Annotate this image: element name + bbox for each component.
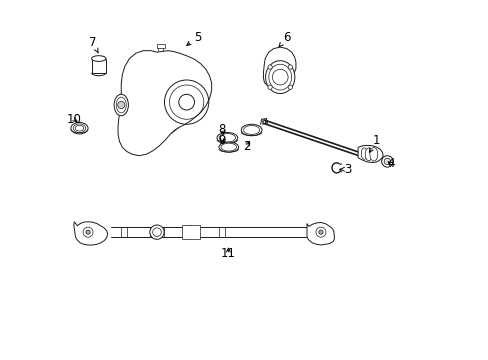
Ellipse shape <box>219 134 235 142</box>
Circle shape <box>384 158 390 165</box>
Text: 5: 5 <box>186 31 201 45</box>
Bar <box>157 44 164 48</box>
Circle shape <box>118 102 124 109</box>
Circle shape <box>149 225 164 239</box>
Text: 4: 4 <box>386 157 394 170</box>
Polygon shape <box>263 47 295 87</box>
Ellipse shape <box>219 142 238 152</box>
Polygon shape <box>357 145 382 162</box>
Ellipse shape <box>71 122 88 134</box>
Ellipse shape <box>91 56 106 62</box>
Text: 10: 10 <box>66 113 81 126</box>
Text: 2: 2 <box>243 140 251 153</box>
Circle shape <box>267 65 272 69</box>
Ellipse shape <box>241 124 262 136</box>
Text: 8: 8 <box>218 123 225 136</box>
Ellipse shape <box>361 148 366 159</box>
Ellipse shape <box>114 94 128 116</box>
Text: 6: 6 <box>279 31 290 47</box>
Circle shape <box>267 85 272 89</box>
Circle shape <box>315 227 325 237</box>
Circle shape <box>184 226 197 239</box>
Circle shape <box>83 227 93 237</box>
Ellipse shape <box>243 126 259 134</box>
Polygon shape <box>91 59 106 73</box>
Ellipse shape <box>221 143 236 151</box>
Ellipse shape <box>365 148 372 161</box>
Text: 1: 1 <box>368 134 380 152</box>
Circle shape <box>381 156 392 167</box>
Circle shape <box>318 230 323 234</box>
Text: 7: 7 <box>89 36 98 53</box>
Polygon shape <box>306 222 334 245</box>
Text: 11: 11 <box>221 247 235 260</box>
Ellipse shape <box>268 64 291 90</box>
Ellipse shape <box>265 61 294 94</box>
Circle shape <box>187 229 194 236</box>
Ellipse shape <box>73 124 85 132</box>
Bar <box>182 225 200 239</box>
Ellipse shape <box>116 97 126 113</box>
Ellipse shape <box>217 132 237 143</box>
Text: 9: 9 <box>218 134 225 147</box>
Text: 3: 3 <box>339 163 351 176</box>
Circle shape <box>287 85 292 89</box>
Polygon shape <box>118 51 211 156</box>
Circle shape <box>287 65 292 69</box>
Ellipse shape <box>369 148 377 161</box>
Polygon shape <box>74 222 107 245</box>
Circle shape <box>86 230 90 234</box>
